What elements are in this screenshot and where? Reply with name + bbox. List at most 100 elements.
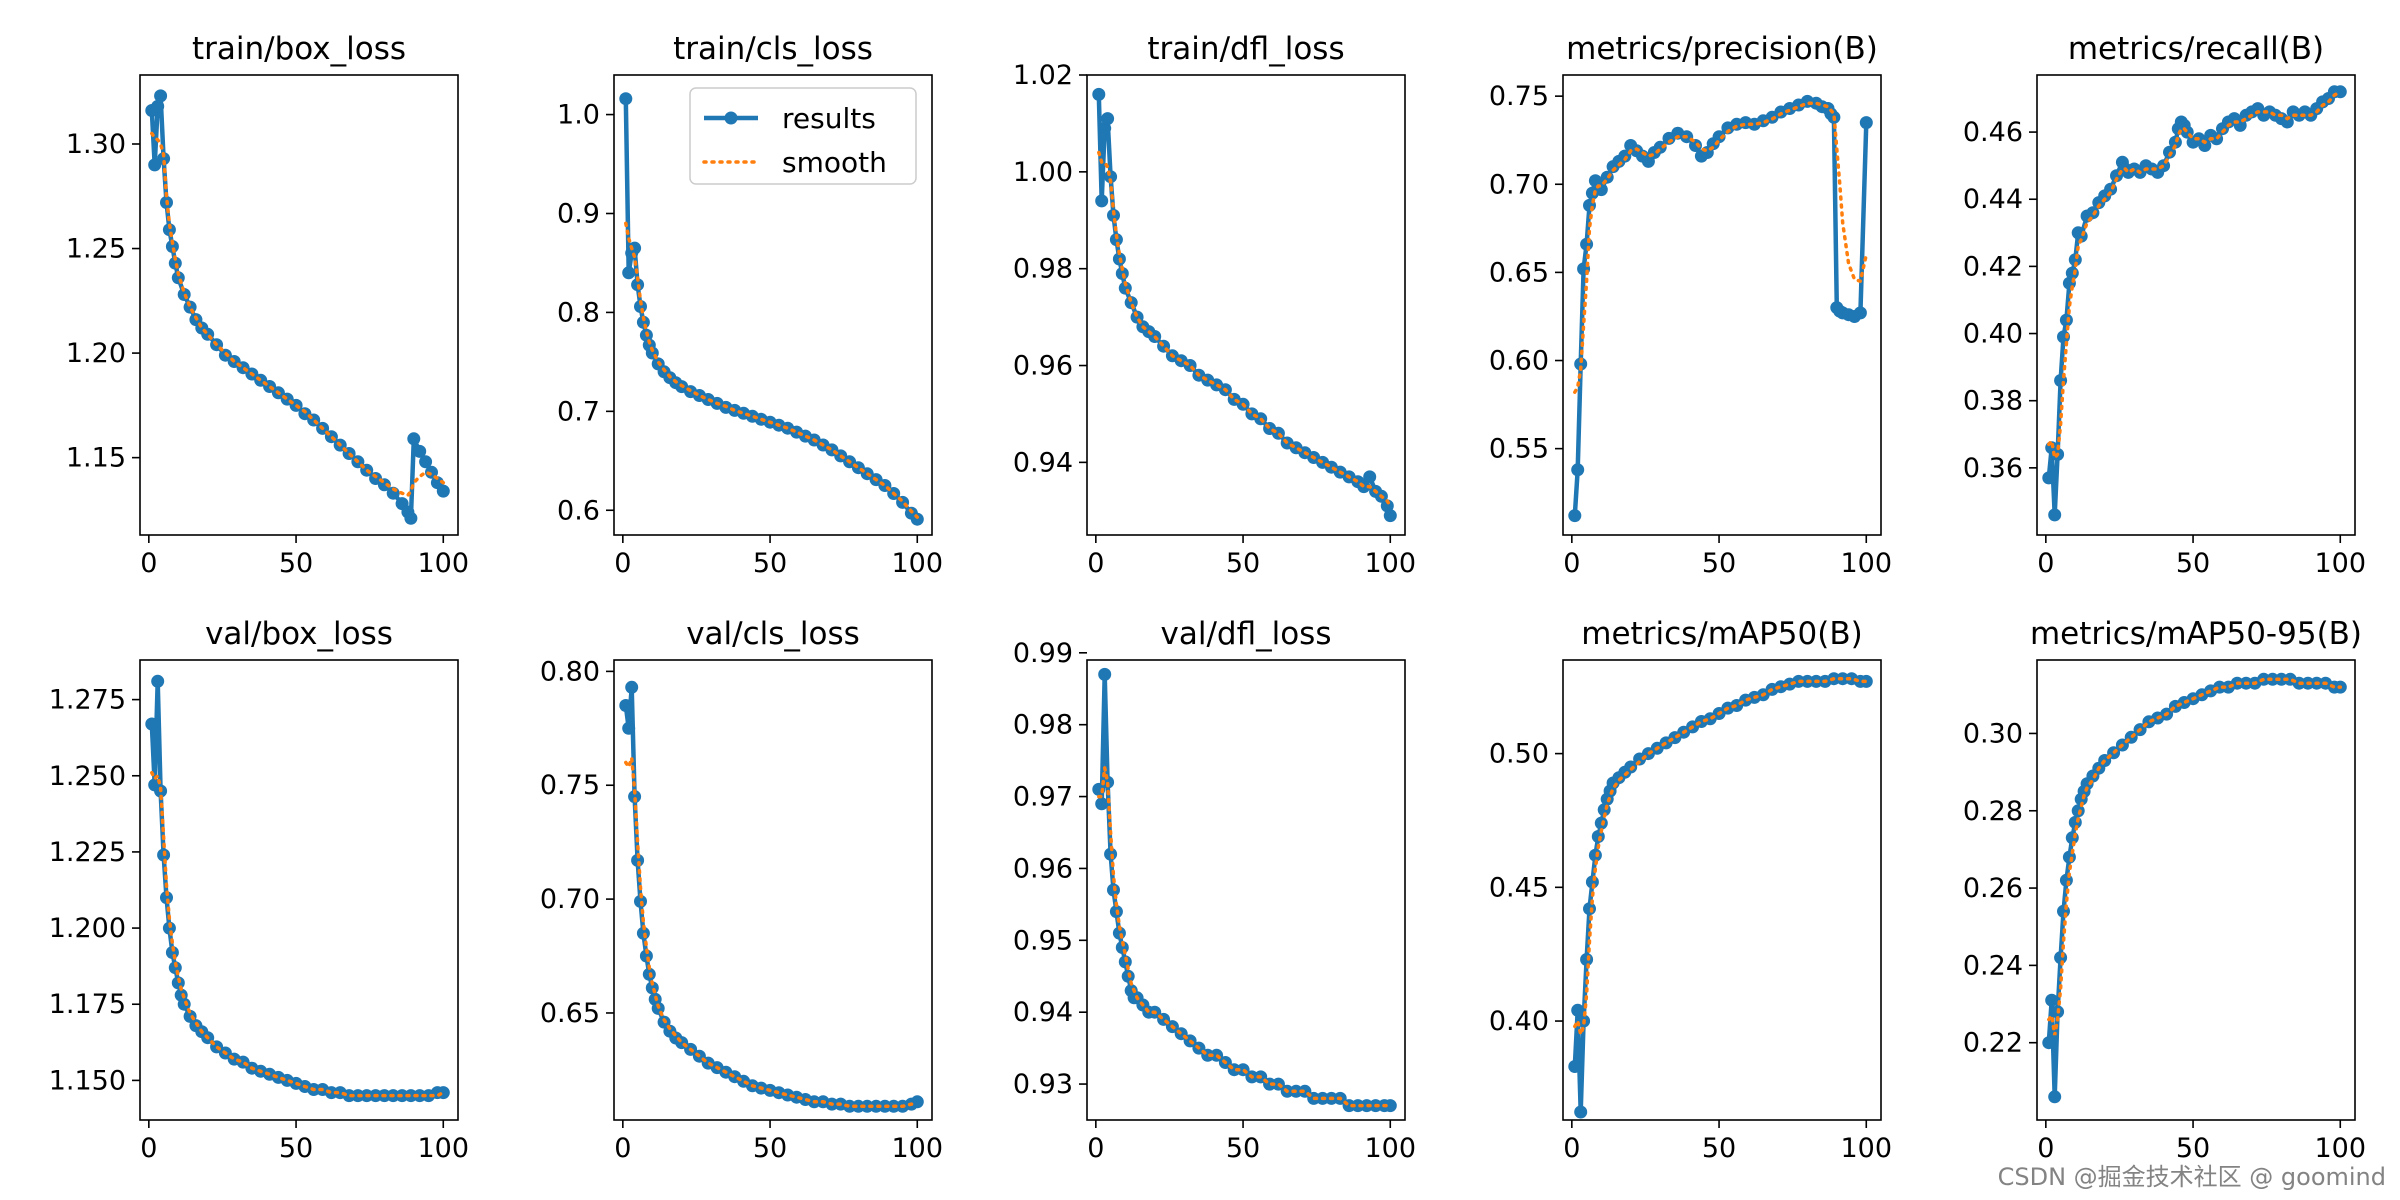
x-tick-label: 100 bbox=[892, 1133, 944, 1164]
results-point bbox=[2042, 1036, 2056, 1050]
axes-frame bbox=[2036, 659, 2356, 1121]
results-point bbox=[1853, 306, 1867, 320]
results-point bbox=[436, 1086, 450, 1100]
y-tick-label: 0.60 bbox=[1489, 346, 1549, 377]
legend-smooth-label: smooth bbox=[782, 146, 887, 179]
series-smooth-line bbox=[1097, 150, 1393, 508]
y-tick-label: 0.50 bbox=[1489, 739, 1549, 770]
y-tick-label: 0.26 bbox=[1963, 873, 2023, 904]
axes-frame bbox=[613, 659, 933, 1121]
results-point bbox=[151, 674, 165, 688]
results-point bbox=[910, 1095, 924, 1109]
results-point bbox=[162, 921, 176, 935]
subplot-title: train/box_loss bbox=[192, 31, 406, 67]
subplot-title: metrics/recall(B) bbox=[2068, 31, 2324, 67]
axes-frame bbox=[1086, 659, 1406, 1121]
results-point bbox=[407, 432, 421, 446]
y-tick-label: 1.275 bbox=[49, 685, 126, 716]
x-tick-label: 0 bbox=[1087, 1133, 1104, 1164]
results-point bbox=[619, 92, 633, 106]
y-tick-label: 1.225 bbox=[49, 837, 126, 868]
results-point bbox=[2057, 904, 2070, 918]
y-tick-label: 0.42 bbox=[1963, 251, 2023, 282]
series-results-line bbox=[623, 685, 920, 1109]
series-results-line bbox=[149, 679, 446, 1098]
x-tick-label: 50 bbox=[279, 1133, 313, 1164]
x-tick-label: 50 bbox=[2176, 548, 2210, 579]
results-point bbox=[1689, 139, 1702, 152]
results-point bbox=[1568, 1060, 1582, 1073]
subplot-title: metrics/mAP50-95(B) bbox=[2030, 616, 2362, 652]
y-tick-label: 0.24 bbox=[1963, 950, 2023, 981]
results-point bbox=[2280, 115, 2294, 129]
subplot-7: val/dfl_loss 0 50 100 0.93 0.94 0.95 0.96 0.97 0.… bbox=[1013, 616, 1416, 1164]
x-tick-label: 100 bbox=[2315, 1133, 2367, 1164]
results-point bbox=[1580, 953, 1594, 966]
axes-frame bbox=[613, 74, 933, 536]
subplot-4: metrics/recall(B) 0 50 100 0.36 0.38 0.40 0.42 0… bbox=[1963, 31, 2366, 579]
y-tick-label: 0.30 bbox=[1963, 718, 2023, 749]
results-point bbox=[1571, 1003, 1585, 1017]
y-tick-label: 0.9 bbox=[557, 198, 600, 229]
axes-frame bbox=[139, 659, 459, 1121]
y-tick-label: 0.94 bbox=[1013, 447, 1073, 478]
series-smooth-line bbox=[150, 131, 446, 498]
series-smooth-line bbox=[1573, 101, 1869, 394]
y-tick-label: 0.98 bbox=[1013, 254, 1073, 285]
results-point bbox=[160, 891, 173, 905]
y-tick-label: 1.175 bbox=[49, 989, 126, 1020]
results-point bbox=[2059, 873, 2073, 887]
results-point bbox=[1712, 130, 1726, 144]
subplot-title: train/dfl_loss bbox=[1147, 31, 1344, 67]
y-tick-label: 0.7 bbox=[557, 396, 600, 427]
y-tick-label: 0.55 bbox=[1489, 434, 1549, 465]
subplot-title: metrics/precision(B) bbox=[1566, 31, 1878, 67]
axes-frame bbox=[1562, 74, 1882, 536]
subplot-1: train/cls_loss 0 50 100 0.6 0.7 0.8 0.9 1.0 resul… bbox=[557, 31, 943, 579]
results-point bbox=[2059, 313, 2073, 327]
y-tick-label: 0.97 bbox=[1013, 782, 1073, 813]
subplot-title: val/box_loss bbox=[205, 616, 393, 652]
axes-frame bbox=[139, 74, 459, 536]
results-point bbox=[1363, 470, 1377, 484]
x-tick-label: 50 bbox=[1702, 548, 1736, 579]
results-point bbox=[1101, 112, 1115, 126]
x-tick-label: 100 bbox=[892, 548, 944, 579]
y-tick-label: 0.22 bbox=[1963, 1028, 2023, 1059]
results-point bbox=[1095, 797, 1109, 811]
subplot-title: val/cls_loss bbox=[686, 616, 860, 652]
y-tick-label: 0.70 bbox=[540, 884, 600, 915]
subplot-title: train/cls_loss bbox=[673, 31, 873, 67]
x-tick-label: 50 bbox=[1702, 1133, 1736, 1164]
x-tick-label: 0 bbox=[1563, 1133, 1580, 1164]
x-tick-label: 50 bbox=[753, 548, 787, 579]
subplot-5: val/box_loss 0 50 100 1.150 1.175 1.200 1.225 1.… bbox=[49, 616, 469, 1164]
results-point bbox=[145, 717, 159, 731]
results-point bbox=[1571, 463, 1585, 477]
watermark-text: CSDN @掘金技术社区 @ goomind bbox=[1997, 1163, 2386, 1191]
results-point bbox=[177, 997, 191, 1011]
x-tick-label: 100 bbox=[1841, 1133, 1893, 1164]
results-point bbox=[2045, 993, 2059, 1007]
results-point bbox=[1859, 116, 1873, 130]
results-point bbox=[151, 99, 165, 113]
x-tick-label: 100 bbox=[1365, 548, 1417, 579]
y-tick-label: 0.93 bbox=[1013, 1069, 1073, 1100]
results-point bbox=[1383, 1099, 1397, 1113]
y-tick-label: 0.8 bbox=[557, 297, 600, 328]
results-point bbox=[2048, 508, 2062, 522]
results-point bbox=[631, 853, 645, 867]
results-point bbox=[860, 1099, 874, 1113]
legend-results-marker bbox=[724, 111, 738, 125]
x-tick-label: 0 bbox=[2037, 1133, 2054, 1164]
results-point bbox=[157, 152, 171, 166]
results-point bbox=[404, 511, 418, 525]
y-tick-label: 0.99 bbox=[1013, 638, 1073, 669]
legend-box bbox=[689, 87, 917, 185]
series-results-line bbox=[1572, 676, 1869, 1115]
subplot-3: metrics/precision(B) 0 50 100 0.55 0.60 0.65 0.… bbox=[1489, 31, 1892, 579]
series-results-line bbox=[1096, 672, 1393, 1108]
series-results-line bbox=[2046, 89, 2343, 518]
results-point bbox=[436, 484, 450, 498]
series-results-line bbox=[1096, 92, 1393, 518]
